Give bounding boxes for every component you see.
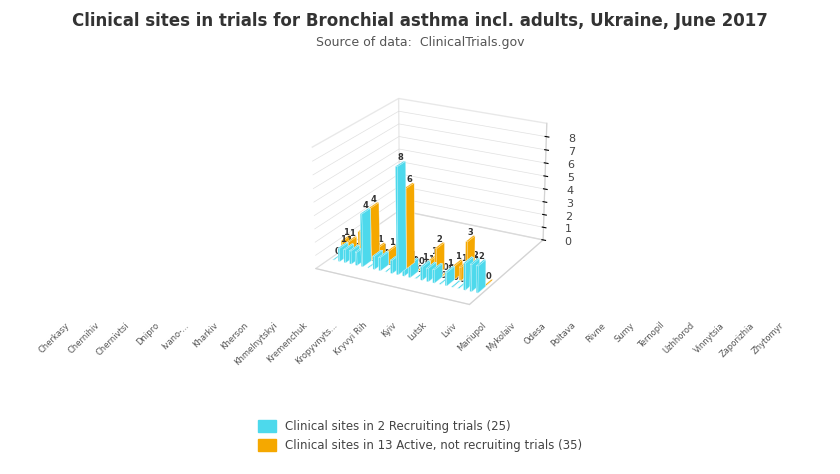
Text: Ivano-...: Ivano-...	[160, 321, 191, 351]
Text: Odesa: Odesa	[522, 321, 548, 346]
Text: Kropyvnyts...: Kropyvnyts...	[294, 321, 339, 366]
Text: Clinical sites in trials for Bronchial asthma incl. adults, Ukraine, June 2017: Clinical sites in trials for Bronchial a…	[72, 12, 768, 30]
Text: Rivne: Rivne	[584, 321, 607, 344]
Text: Chernihiv: Chernihiv	[66, 321, 101, 356]
Text: Mykolaiv: Mykolaiv	[486, 321, 517, 353]
Text: Uzhhorod: Uzhhorod	[661, 321, 696, 356]
Text: Chernivtsi: Chernivtsi	[94, 321, 131, 357]
Text: Lviv: Lviv	[440, 321, 458, 339]
Text: Vinnytsia: Vinnytsia	[692, 321, 726, 355]
Text: Poltava: Poltava	[549, 321, 577, 349]
Text: Kryvyi Rih: Kryvyi Rih	[333, 321, 369, 357]
Text: Khmelnytskyi: Khmelnytskyi	[234, 321, 280, 367]
Text: Mariupol: Mariupol	[456, 321, 488, 353]
Text: Cherkasy: Cherkasy	[37, 321, 71, 355]
Text: Sumy: Sumy	[613, 321, 637, 344]
Legend: Clinical sites in 2 Recruiting trials (25), Clinical sites in 13 Active, not rec: Clinical sites in 2 Recruiting trials (2…	[253, 415, 587, 457]
Text: Zaporizhia: Zaporizhia	[718, 321, 756, 358]
Text: Dnipro: Dnipro	[134, 321, 160, 347]
Text: Kharkiv: Kharkiv	[192, 321, 220, 349]
Text: Zhytomyr: Zhytomyr	[750, 321, 785, 356]
Text: Kherson: Kherson	[219, 321, 249, 351]
Text: Ternopil: Ternopil	[637, 321, 666, 350]
Text: Kremenchuk: Kremenchuk	[265, 321, 309, 365]
Text: Source of data:  ClinicalTrials.gov: Source of data: ClinicalTrials.gov	[316, 36, 524, 48]
Text: Lutsk: Lutsk	[407, 321, 428, 343]
Text: Kyiv: Kyiv	[380, 321, 399, 339]
